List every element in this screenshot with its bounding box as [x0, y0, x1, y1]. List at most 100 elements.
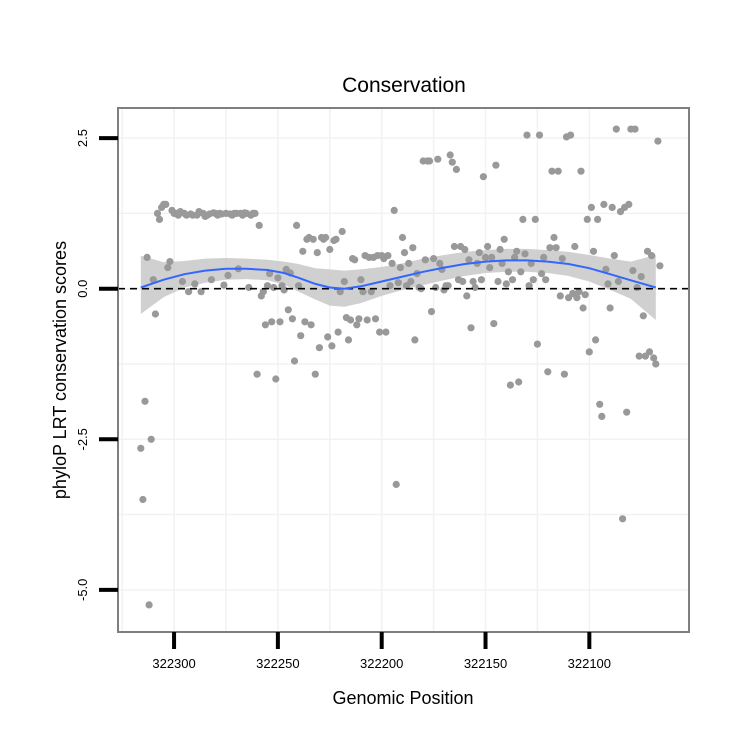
data-point [139, 495, 147, 504]
data-point [594, 215, 602, 223]
data-point [430, 255, 438, 263]
data-point [645, 348, 654, 356]
y-axis: 2.5 0.0 -2.5 -5.0 [75, 129, 118, 601]
data-point [587, 203, 596, 211]
data-point [513, 247, 521, 255]
smooth-fit-line [140, 259, 657, 290]
data-point [266, 270, 274, 278]
y-axis-title: phyloP LRT conservation scores [50, 241, 70, 499]
data-point [421, 256, 429, 264]
data-point [407, 277, 415, 286]
data-point [579, 304, 587, 312]
data-point [656, 262, 664, 270]
data-point [322, 233, 330, 242]
data-point [220, 281, 228, 289]
data-point [344, 336, 353, 344]
data-point [531, 215, 539, 223]
data-point [510, 253, 519, 261]
data-point [571, 242, 579, 251]
data-point [523, 131, 531, 139]
data-point [575, 288, 583, 296]
data-point [529, 276, 537, 284]
data-point [411, 336, 419, 344]
data-point [293, 221, 301, 229]
data-point [357, 276, 365, 284]
data-point [558, 255, 566, 263]
data-point [573, 294, 581, 302]
data-point [268, 318, 276, 326]
data-point [359, 288, 367, 296]
data-point [648, 252, 656, 260]
data-point [577, 167, 585, 175]
data-point [164, 264, 172, 272]
data-point [488, 253, 496, 261]
data-point [444, 282, 452, 290]
data-point [351, 256, 359, 264]
y-tick-label: -5.0 [75, 579, 90, 601]
data-point [137, 444, 145, 452]
data-point [450, 242, 458, 251]
data-point [619, 515, 627, 523]
data-point [149, 276, 157, 284]
data-point [166, 258, 174, 266]
data-point [637, 273, 645, 281]
data-point [284, 306, 292, 314]
data-point [145, 601, 153, 609]
data-point [263, 282, 272, 290]
data-point [274, 274, 282, 282]
data-point [353, 321, 361, 329]
data-point [490, 320, 498, 328]
data-point [307, 321, 315, 329]
data-point [560, 370, 569, 378]
data-point [224, 271, 232, 279]
data-point [504, 268, 512, 276]
data-point [604, 280, 612, 288]
data-point [652, 360, 660, 368]
data-point [538, 270, 546, 278]
data-point [276, 318, 284, 326]
data-point [326, 245, 334, 254]
data-point [328, 342, 336, 350]
chart-title: Conservation [342, 74, 466, 97]
x-axis-title: Genomic Position [332, 688, 473, 708]
data-point [355, 315, 363, 323]
data-point [390, 206, 398, 214]
panel-border [117, 107, 690, 633]
data-point [581, 291, 589, 299]
data-point [409, 244, 417, 252]
data-point [492, 161, 500, 169]
data-point [467, 324, 475, 332]
data-point [506, 381, 514, 389]
data-point [552, 244, 560, 252]
data-point [596, 400, 604, 408]
data-point [309, 235, 317, 243]
data-points [137, 125, 664, 609]
x-axis: 322300 322250 322200 322150 322100 [152, 632, 611, 671]
data-point [465, 256, 473, 264]
data-point [469, 277, 477, 286]
data-point [452, 165, 460, 173]
data-point [463, 292, 471, 300]
data-point [625, 200, 633, 208]
y-tick-label: -2.5 [75, 428, 90, 450]
data-point [299, 247, 307, 255]
data-point [245, 283, 253, 292]
data-point [521, 250, 529, 258]
data-point [334, 328, 342, 336]
data-point [614, 277, 623, 286]
data-point [363, 316, 371, 324]
data-point [589, 247, 598, 255]
data-point [567, 131, 575, 139]
data-point [544, 368, 552, 376]
data-point [388, 259, 396, 267]
x-tick-label: 322150 [464, 656, 507, 671]
data-point [297, 332, 305, 340]
data-point [606, 304, 614, 312]
data-point [477, 276, 485, 284]
data-point [598, 412, 606, 420]
data-point [554, 167, 562, 175]
data-point [153, 209, 162, 217]
data-point [272, 375, 280, 383]
data-point [340, 277, 348, 286]
data-point [315, 344, 323, 352]
